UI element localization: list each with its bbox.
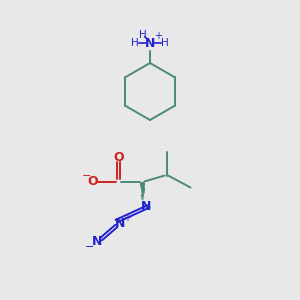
Text: H: H <box>139 29 146 40</box>
Text: +: + <box>154 31 162 41</box>
Text: +: + <box>123 213 130 223</box>
Text: H: H <box>131 38 139 48</box>
Text: H: H <box>161 38 169 48</box>
Text: O: O <box>88 175 98 188</box>
Text: −: − <box>82 171 91 181</box>
Text: −: − <box>85 242 95 252</box>
Text: N: N <box>141 200 151 213</box>
Text: N: N <box>92 235 103 248</box>
Text: N: N <box>115 217 125 230</box>
Text: O: O <box>113 151 124 164</box>
Text: N: N <box>145 37 155 50</box>
